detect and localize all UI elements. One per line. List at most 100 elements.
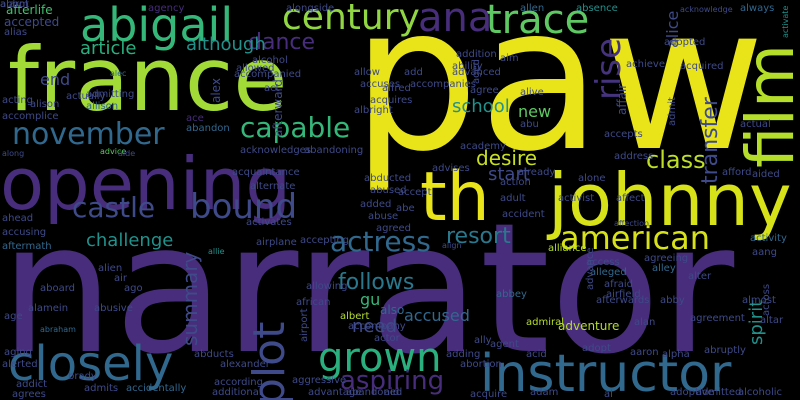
word-act: act <box>264 83 280 94</box>
word-agreement: agreement <box>690 313 745 324</box>
word-academy: academy <box>460 141 506 152</box>
word-november: november <box>12 117 165 152</box>
word-acquaintance: acquaintance <box>232 167 300 178</box>
word-alison: alison <box>30 99 60 110</box>
word-instructor: instructor <box>480 344 732 400</box>
word-alliance: alliance <box>548 243 587 254</box>
word-accused: accused <box>404 306 470 325</box>
word-affair: affair <box>615 83 629 116</box>
word-abbey: abbey <box>496 289 527 300</box>
word-alias: alias <box>4 27 28 38</box>
word-closely: closely <box>8 336 174 392</box>
word-acid: acid <box>526 349 547 360</box>
word-additional: additional <box>212 387 262 398</box>
word-alfred: alfred <box>382 83 411 94</box>
word-alan: alan <box>634 317 656 328</box>
word-aboard: aboard <box>40 283 76 294</box>
word-abortion: abortion <box>460 359 502 370</box>
word-admitted: admitted <box>696 387 742 398</box>
word-alive: alive <box>520 87 544 98</box>
word-adding: adding <box>446 349 481 360</box>
word-agrees: agrees <box>12 389 46 400</box>
word-access: access <box>586 257 620 268</box>
word-abruptly: abruptly <box>704 345 746 356</box>
word-accompanied: accompanied <box>234 69 302 80</box>
word-add: add <box>404 67 423 78</box>
word-afterwards: afterwards <box>596 295 650 306</box>
word-admiral: admiral <box>526 317 565 328</box>
word-affection: affection <box>614 219 650 228</box>
word-accuses: accuses <box>360 79 401 90</box>
word-along: along <box>2 149 25 158</box>
word-age: age <box>4 311 23 322</box>
word-accomplice: accomplice <box>2 111 59 122</box>
word-summary: summary <box>178 251 202 346</box>
word-alternate: alternate <box>250 181 296 192</box>
word-alec: alec <box>110 69 127 78</box>
word-aided: aided <box>752 169 780 180</box>
word-accompanies: accompanies <box>410 79 476 90</box>
word-align: align <box>442 241 462 250</box>
word-th: th <box>420 158 490 237</box>
word-transfer: transfer <box>698 96 723 184</box>
word-almost: almost <box>742 295 776 306</box>
word-acknowledge: acknowledge <box>680 5 733 14</box>
word-abducts: abducts <box>194 349 234 360</box>
word-ahead: ahead <box>2 213 34 224</box>
word-abu: abu <box>520 119 539 130</box>
word-affect: affect <box>616 193 645 204</box>
word-accidentally: accidentally <box>126 383 187 394</box>
word-adam: adam <box>530 387 559 398</box>
word-agree: agree <box>470 85 499 96</box>
word-accept: accept <box>398 187 432 198</box>
word-acquires: acquires <box>370 95 413 106</box>
word-addition: addition <box>456 49 497 60</box>
word-accident: accident <box>502 209 545 220</box>
word-accepted: accepted <box>4 15 60 29</box>
word-abandon: abandon <box>186 123 230 134</box>
word-advantage: advantage <box>308 387 362 398</box>
word-opening: opening <box>0 142 292 226</box>
word-activity: activity <box>750 233 787 244</box>
word-aftermath: aftermath <box>2 241 52 252</box>
word-aspiring: aspiring <box>340 366 445 396</box>
word-adventure: adventure <box>558 319 620 333</box>
word-film: film <box>732 44 800 169</box>
word-end: end <box>40 70 71 89</box>
word-advance: advance <box>585 247 596 290</box>
word-abraham: abraham <box>40 325 76 334</box>
word-adopted: adopted <box>664 37 706 48</box>
word-alarm: alarm <box>0 0 29 10</box>
word-already: already <box>518 167 556 178</box>
word-aggressive: aggressive <box>292 375 347 386</box>
word-abducted: abducted <box>364 173 412 184</box>
word-alcoholic: alcoholic <box>738 387 783 398</box>
word-narrator: narrator <box>0 185 735 394</box>
word-actress: actress <box>330 225 431 258</box>
word-advises: advises <box>432 163 470 174</box>
word-admit: admit <box>667 97 678 126</box>
word-aging: aging <box>4 347 32 358</box>
word-agency: agency <box>148 3 185 14</box>
word-allowing: allowing <box>306 281 348 292</box>
word-agreed: agreed <box>376 223 412 234</box>
word-alleged: alleged <box>590 267 627 278</box>
word-trace: trace <box>486 0 590 43</box>
word-activate: activate <box>781 6 790 39</box>
word-article: article <box>80 38 137 59</box>
word-american: american <box>560 219 710 257</box>
word-allen: allen <box>520 3 545 14</box>
word-abandoning: abandoning <box>304 145 364 156</box>
word-alerted: alerted <box>2 359 38 370</box>
word-albert: albert <box>340 311 370 322</box>
word-abbot: abbot <box>0 0 29 10</box>
word-added: added <box>360 199 392 210</box>
word-aide: aide <box>118 149 136 158</box>
word-although: although <box>186 34 266 55</box>
word-dance: dance <box>248 30 316 55</box>
word-activist: activist <box>558 193 595 204</box>
word-castle: castle <box>72 191 156 224</box>
word-agent: agent <box>490 339 519 350</box>
word-acting: acting <box>2 95 34 106</box>
